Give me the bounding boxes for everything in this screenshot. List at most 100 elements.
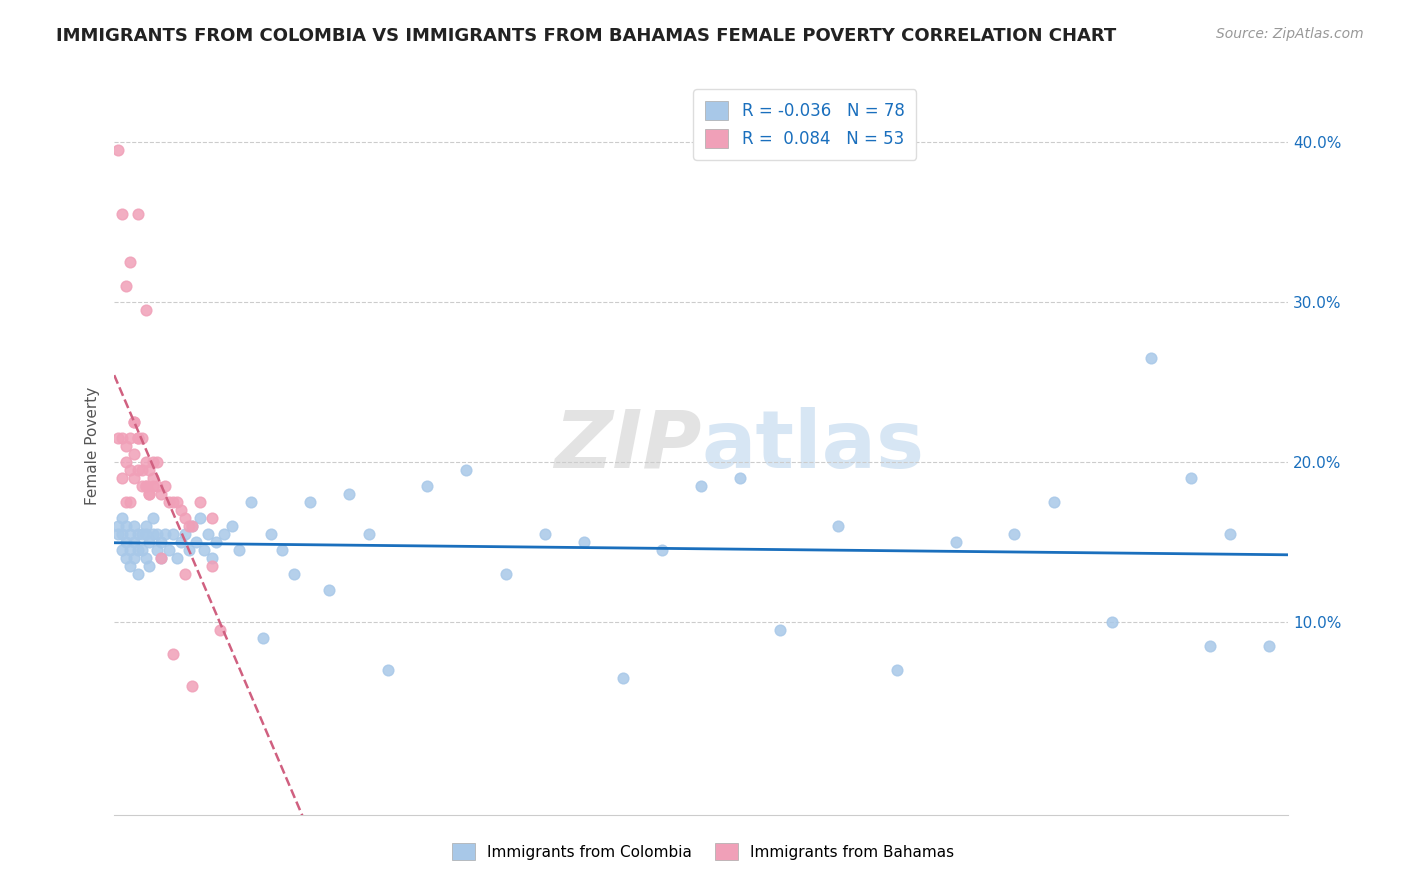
Point bbox=[134, 551, 156, 566]
Point bbox=[138, 487, 160, 501]
Point bbox=[118, 527, 141, 541]
Point bbox=[138, 487, 160, 501]
Point bbox=[240, 495, 263, 509]
Point bbox=[142, 511, 165, 525]
Point bbox=[131, 431, 153, 445]
Point bbox=[107, 431, 129, 445]
Point bbox=[134, 479, 156, 493]
Point bbox=[118, 559, 141, 574]
Point bbox=[118, 543, 141, 558]
Point bbox=[945, 535, 967, 549]
Text: IMMIGRANTS FROM COLOMBIA VS IMMIGRANTS FROM BAHAMAS FEMALE POVERTY CORRELATION C: IMMIGRANTS FROM COLOMBIA VS IMMIGRANTS F… bbox=[56, 27, 1116, 45]
Point bbox=[131, 479, 153, 493]
Point bbox=[1004, 527, 1026, 541]
Point bbox=[142, 471, 165, 485]
Point bbox=[134, 519, 156, 533]
Point bbox=[201, 551, 224, 566]
Point bbox=[111, 431, 134, 445]
Point bbox=[1199, 640, 1222, 654]
Point bbox=[118, 254, 141, 268]
Point bbox=[111, 511, 134, 525]
Point bbox=[181, 519, 204, 533]
Point bbox=[122, 535, 145, 549]
Point bbox=[260, 527, 283, 541]
Point bbox=[127, 431, 149, 445]
Point bbox=[1140, 351, 1163, 365]
Point bbox=[162, 527, 184, 541]
Point bbox=[162, 495, 184, 509]
Point bbox=[122, 447, 145, 461]
Point bbox=[271, 543, 294, 558]
Point bbox=[188, 495, 211, 509]
Legend: Immigrants from Colombia, Immigrants from Bahamas: Immigrants from Colombia, Immigrants fro… bbox=[446, 837, 960, 866]
Point bbox=[252, 632, 274, 646]
Point bbox=[118, 431, 141, 445]
Point bbox=[146, 479, 169, 493]
Point bbox=[153, 527, 176, 541]
Point bbox=[146, 455, 169, 469]
Point bbox=[122, 551, 145, 566]
Point bbox=[651, 543, 673, 558]
Point bbox=[115, 535, 138, 549]
Point bbox=[115, 439, 138, 453]
Point bbox=[115, 278, 138, 293]
Point bbox=[205, 535, 228, 549]
Point bbox=[208, 624, 231, 638]
Point bbox=[173, 511, 195, 525]
Point bbox=[337, 487, 360, 501]
Point bbox=[115, 551, 138, 566]
Text: ZIP: ZIP bbox=[554, 407, 702, 485]
Point bbox=[127, 431, 149, 445]
Point bbox=[157, 495, 180, 509]
Legend: R = -0.036   N = 78, R =  0.084   N = 53: R = -0.036 N = 78, R = 0.084 N = 53 bbox=[693, 89, 917, 160]
Point bbox=[111, 527, 134, 541]
Point bbox=[886, 664, 908, 678]
Point bbox=[134, 479, 156, 493]
Point bbox=[150, 551, 173, 566]
Point bbox=[111, 543, 134, 558]
Point bbox=[1101, 615, 1123, 630]
Point bbox=[768, 624, 790, 638]
Point bbox=[134, 302, 156, 317]
Point bbox=[827, 519, 849, 533]
Point bbox=[730, 471, 752, 485]
Point bbox=[150, 535, 173, 549]
Point bbox=[166, 551, 188, 566]
Point bbox=[690, 479, 713, 493]
Point bbox=[111, 207, 134, 221]
Point bbox=[115, 455, 138, 469]
Point bbox=[193, 543, 215, 558]
Point bbox=[572, 535, 595, 549]
Point bbox=[166, 495, 188, 509]
Y-axis label: Female Poverty: Female Poverty bbox=[86, 387, 100, 505]
Point bbox=[127, 527, 149, 541]
Point bbox=[1180, 471, 1202, 485]
Point bbox=[146, 543, 169, 558]
Point bbox=[186, 535, 208, 549]
Point bbox=[134, 455, 156, 469]
Point bbox=[456, 463, 478, 477]
Point bbox=[146, 527, 169, 541]
Point bbox=[150, 551, 173, 566]
Point bbox=[122, 519, 145, 533]
Point bbox=[1257, 640, 1279, 654]
Point bbox=[142, 455, 165, 469]
Point bbox=[157, 543, 180, 558]
Text: atlas: atlas bbox=[702, 407, 924, 485]
Point bbox=[181, 519, 204, 533]
Point bbox=[377, 664, 399, 678]
Point bbox=[197, 527, 219, 541]
Point bbox=[153, 479, 176, 493]
Point bbox=[212, 527, 235, 541]
Point bbox=[142, 479, 165, 493]
Point bbox=[138, 559, 160, 574]
Point bbox=[142, 527, 165, 541]
Point bbox=[177, 543, 200, 558]
Point bbox=[228, 543, 250, 558]
Point bbox=[107, 527, 129, 541]
Point bbox=[283, 567, 305, 582]
Point bbox=[201, 559, 224, 574]
Point bbox=[177, 519, 200, 533]
Point bbox=[188, 511, 211, 525]
Point bbox=[318, 583, 340, 598]
